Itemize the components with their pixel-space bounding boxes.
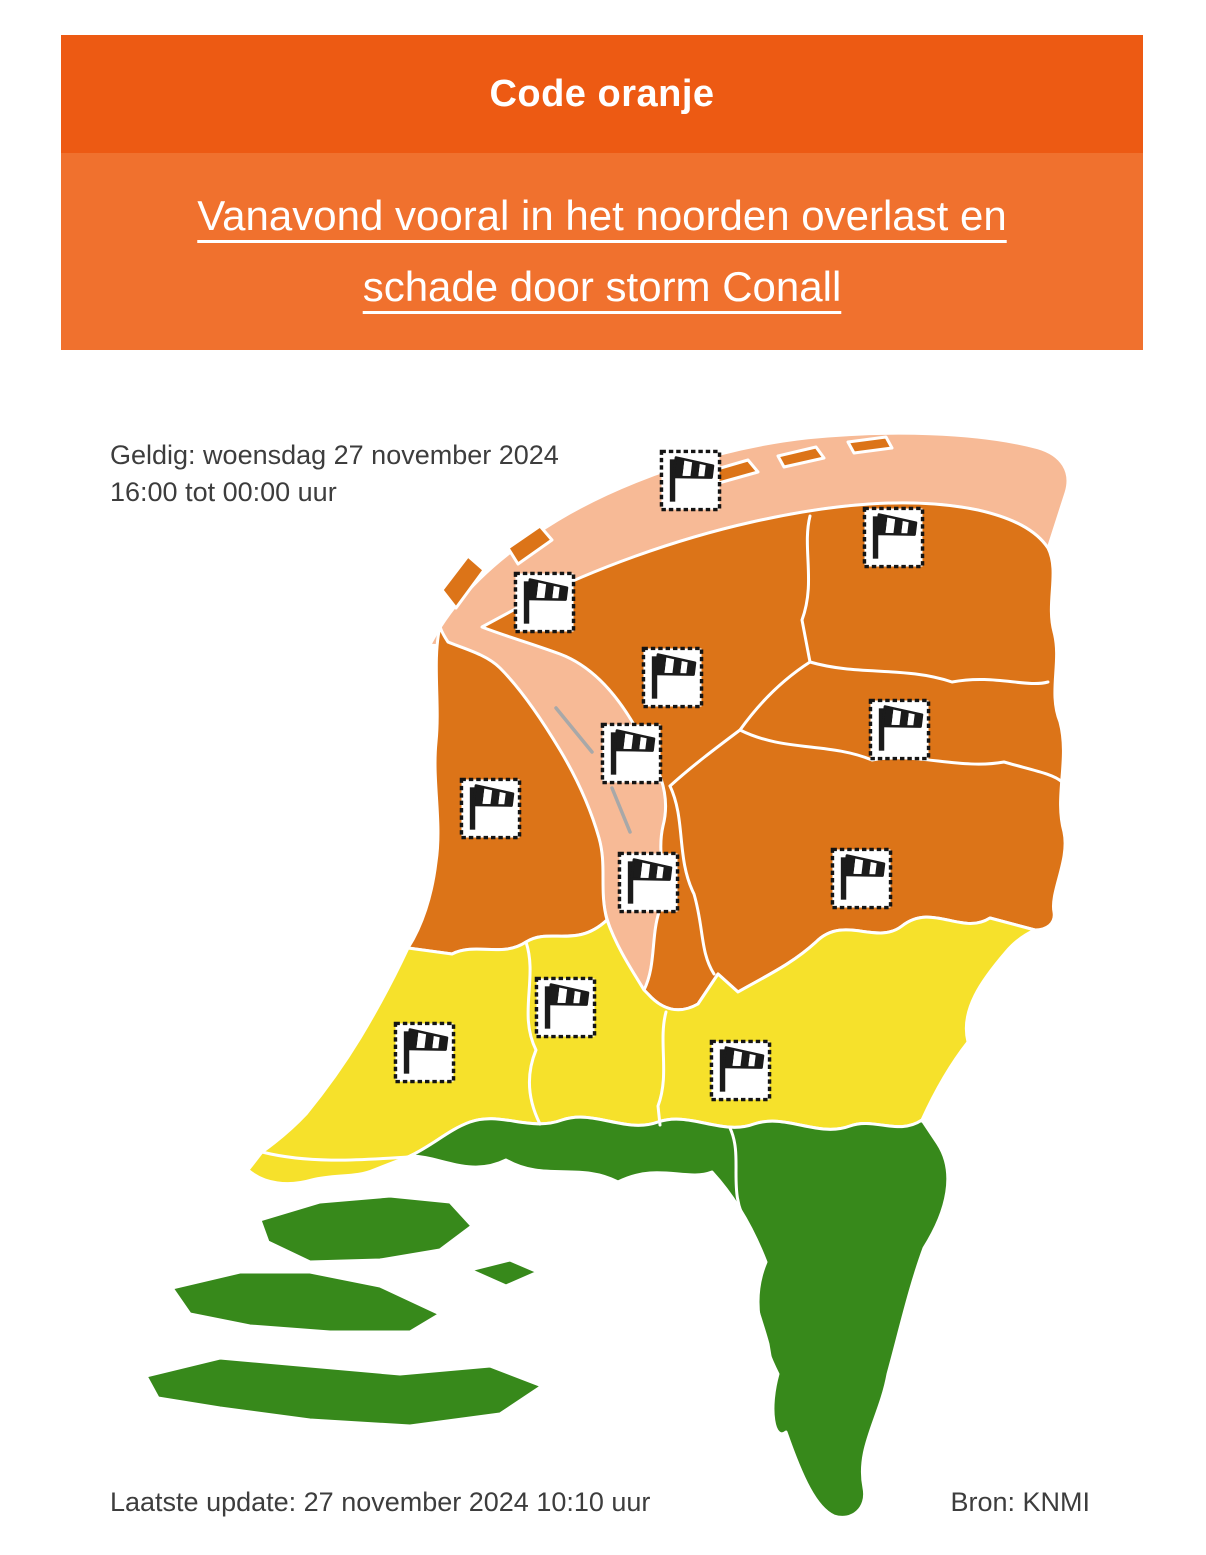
windsock-icon	[862, 506, 925, 569]
windsock-icon	[600, 722, 663, 785]
windsock-icon	[868, 698, 931, 761]
windsock-icon	[513, 571, 576, 634]
windsock-icon	[830, 847, 893, 910]
windsock-icon	[659, 449, 722, 512]
warning-headline-line1: Vanavond vooral in het noorden overlast …	[197, 192, 1007, 240]
warning-level-title: Code oranje	[489, 72, 715, 115]
warning-banner: Code oranje Vanavond vooral in het noord…	[61, 35, 1143, 350]
netherlands-map-svg	[144, 432, 1069, 1519]
warning-headline-line2: schade door storm Conall	[362, 262, 842, 310]
windsock-icon	[459, 777, 522, 840]
source-text: Bron: KNMI	[950, 1487, 1090, 1517]
warning-headline-link[interactable]: Vanavond vooral in het noorden overlast …	[61, 153, 1143, 350]
windsock-icon	[709, 1039, 772, 1102]
windsock-icon	[617, 851, 680, 914]
validity-line1: Geldig: woensdag 27 november 2024	[110, 440, 559, 470]
wadden-islands	[440, 435, 894, 610]
windsock-icon	[393, 1021, 456, 1084]
region-zeeland-islands	[144, 1194, 544, 1428]
warning-level-band: Code oranje	[61, 35, 1143, 153]
validity-line2: 16:00 tot 00:00 uur	[110, 477, 337, 507]
warning-map	[110, 430, 1150, 1530]
windsock-icon	[641, 646, 704, 709]
last-update-text: Laatste update: 27 november 2024 10:10 u…	[110, 1487, 651, 1517]
dike-lines	[554, 706, 632, 834]
windsock-icon	[534, 976, 597, 1039]
region-south	[408, 1115, 950, 1519]
validity-text: Geldig: woensdag 27 november 2024 16:00 …	[110, 437, 559, 511]
